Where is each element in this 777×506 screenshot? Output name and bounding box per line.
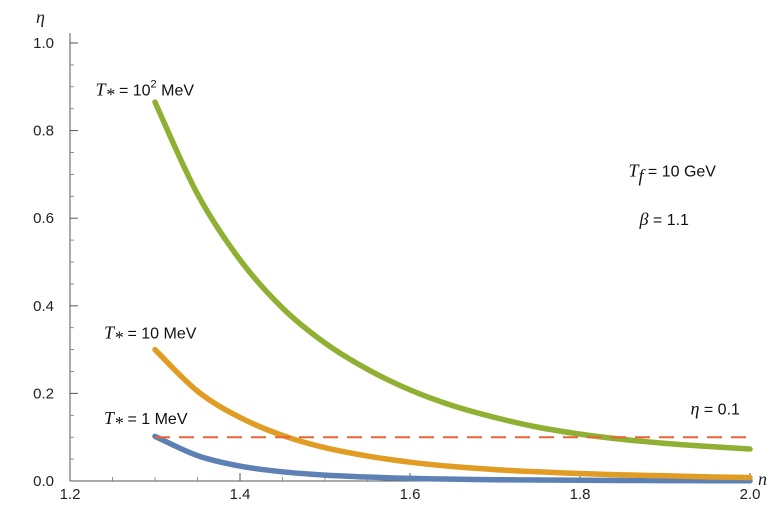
y-tick-label: 0.4 <box>33 298 54 315</box>
y-tick-label: 0.6 <box>33 210 54 227</box>
annotation-beta: β = 1.1 <box>639 209 690 229</box>
annotation-tf: Tf = 10 GeV <box>628 161 716 186</box>
x-tick-label: 1.2 <box>60 486 81 503</box>
x-tick-label: 1.4 <box>230 486 251 503</box>
series-line-2 <box>152 99 753 452</box>
x-tick-label: 1.6 <box>400 486 421 503</box>
x-tick-label: 1.8 <box>570 486 591 503</box>
annotation-eta: η = 0.1 <box>691 398 741 418</box>
annotation-t100: T* = 102 MeV <box>96 79 195 105</box>
y-tick-label: 0.0 <box>33 473 54 490</box>
y-tick-label: 1.0 <box>33 35 54 52</box>
annotation-layer: T* = 102 MeV T* = 10 MeV T* = 1 MeV η = 0.1… <box>96 79 741 434</box>
y-tick-label: 0.8 <box>33 123 54 140</box>
y-tick-label: 0.2 <box>33 385 54 402</box>
series-layer <box>152 99 753 484</box>
axes: 1.2 1.4 1.6 1.8 2.0 0.0 0.2 0.4 0.6 0.8 1.0 n η <box>33 7 767 503</box>
x-tick-label: 2.0 <box>740 486 761 503</box>
annotation-t10: T* = 10 MeV <box>104 323 197 348</box>
series-line-1 <box>152 346 753 481</box>
annotation-t1: T* = 1 MeV <box>104 408 188 433</box>
y-axis-label: η <box>36 7 45 27</box>
x-axis-label: n <box>758 469 767 489</box>
series-line-0 <box>152 433 753 484</box>
